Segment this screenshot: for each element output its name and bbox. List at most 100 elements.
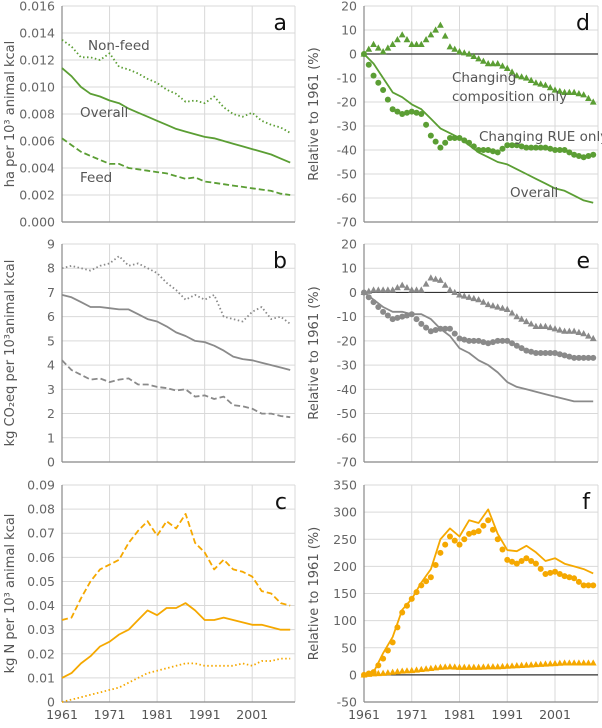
- circle-marker: [494, 149, 501, 156]
- circle-marker: [537, 565, 544, 572]
- triangle-marker: [460, 49, 468, 56]
- triangle-marker: [446, 663, 454, 670]
- triangle-marker: [556, 87, 564, 94]
- circle-marker: [418, 320, 425, 327]
- series-solid: [61, 602, 291, 679]
- y-axis-label: kg CO₂eq per 10³animal kcal: [3, 260, 18, 447]
- circle-marker: [556, 147, 563, 153]
- circle-marker: [423, 121, 430, 128]
- triangle-marker: [513, 72, 521, 79]
- triangle-marker: [389, 286, 397, 293]
- y-tick-label: 0.08: [27, 502, 55, 517]
- triangle-marker: [513, 662, 521, 669]
- line-dotted: [61, 39, 291, 134]
- circle-marker: [528, 348, 535, 355]
- triangle-marker: [518, 315, 525, 322]
- panel-b: 0 1 2 3 4 5 6 7 8 9 b kg CO₂eq per 10³animal kcal: [3, 237, 296, 470]
- series-changing-rue-only: [361, 51, 597, 161]
- circle-marker: [571, 151, 578, 158]
- circle-marker: [485, 147, 492, 153]
- y-tick-label: 0.012: [19, 53, 55, 68]
- line-solid: [363, 508, 594, 676]
- circle-marker: [547, 145, 554, 152]
- line-dotted: [61, 657, 291, 703]
- circle-marker: [542, 144, 549, 151]
- triangle-marker: [494, 663, 502, 670]
- x-tick-label: 2001: [236, 707, 268, 722]
- y-tick-label: 0: [349, 667, 357, 682]
- circle-marker: [446, 135, 453, 141]
- series-solid: [363, 291, 594, 403]
- panel-letter: d: [576, 11, 590, 36]
- circle-marker: [513, 560, 520, 567]
- panel-letter: f: [582, 490, 591, 515]
- circle-marker: [518, 557, 525, 564]
- y-tick-label: 2: [47, 406, 55, 421]
- y-tick-label: 0.02: [27, 646, 55, 661]
- triangle-marker: [532, 660, 540, 668]
- circle-marker: [389, 639, 396, 646]
- triangle-marker: [542, 660, 549, 667]
- circle-marker: [494, 536, 501, 543]
- circle-marker: [571, 354, 578, 361]
- circle-marker: [518, 143, 525, 150]
- circle-marker: [470, 337, 477, 344]
- triangle-marker: [417, 286, 425, 293]
- circle-marker: [451, 330, 458, 337]
- circle-marker: [384, 312, 391, 319]
- circle-marker: [418, 111, 425, 117]
- circle-marker: [423, 324, 430, 331]
- triangle-marker: [374, 669, 382, 677]
- circle-marker: [547, 350, 554, 356]
- y-tick-label: -10: [337, 309, 357, 324]
- circle-marker: [408, 595, 415, 602]
- line-dashed: [61, 137, 291, 196]
- circle-marker: [408, 108, 415, 115]
- circle-marker: [532, 144, 539, 151]
- triangle-marker: [585, 659, 592, 666]
- circle-marker: [437, 144, 444, 151]
- panel-letter: c: [275, 490, 287, 515]
- triangle-marker: [374, 286, 382, 293]
- circle-marker: [389, 316, 396, 323]
- triangle-marker: [565, 659, 573, 666]
- triangle-marker: [537, 80, 545, 87]
- circle-marker: [575, 578, 582, 585]
- y-tick-label: 1: [47, 430, 55, 445]
- y-tick-label: 4: [47, 358, 55, 373]
- triangle-marker: [398, 281, 406, 288]
- y-tick-label: 200: [333, 559, 357, 574]
- triangle-marker: [370, 286, 377, 293]
- triangle-marker: [432, 26, 440, 33]
- annotation-label: Changing RUE only: [479, 129, 602, 145]
- circle-marker: [590, 582, 597, 589]
- circle-marker: [571, 575, 578, 582]
- y-tick-label: -40: [337, 143, 357, 158]
- triangle-marker: [570, 327, 578, 334]
- circle-marker: [590, 151, 597, 158]
- triangle-marker: [432, 664, 440, 671]
- series-feed: [61, 137, 291, 196]
- line-dashed: [61, 513, 291, 621]
- y-axis-label: Relative to 1961 (%): [307, 527, 322, 660]
- circle-marker: [566, 149, 573, 156]
- triangle-marker: [537, 660, 545, 667]
- circle-marker: [489, 148, 496, 155]
- circle-marker: [403, 602, 410, 609]
- triangle-marker: [542, 322, 549, 329]
- triangle-marker: [417, 40, 425, 47]
- circle-marker: [552, 350, 559, 356]
- triangle-marker: [384, 669, 392, 676]
- annotation-label: Non-feed: [88, 38, 150, 54]
- y-tick-label: -20: [337, 333, 357, 348]
- y-tick-label: 0: [47, 695, 55, 710]
- circle-marker: [552, 147, 559, 153]
- circle-marker: [399, 313, 406, 320]
- panel-a: 0.000 0.002 0.004 0.006 0.008 0.010 0.012 0.014…: [3, 0, 296, 230]
- circle-marker: [432, 326, 439, 333]
- circle-marker: [580, 582, 587, 589]
- circle-marker: [585, 582, 592, 589]
- circle-marker: [504, 337, 511, 344]
- triangle-marker: [441, 281, 449, 288]
- triangle-marker: [394, 668, 401, 675]
